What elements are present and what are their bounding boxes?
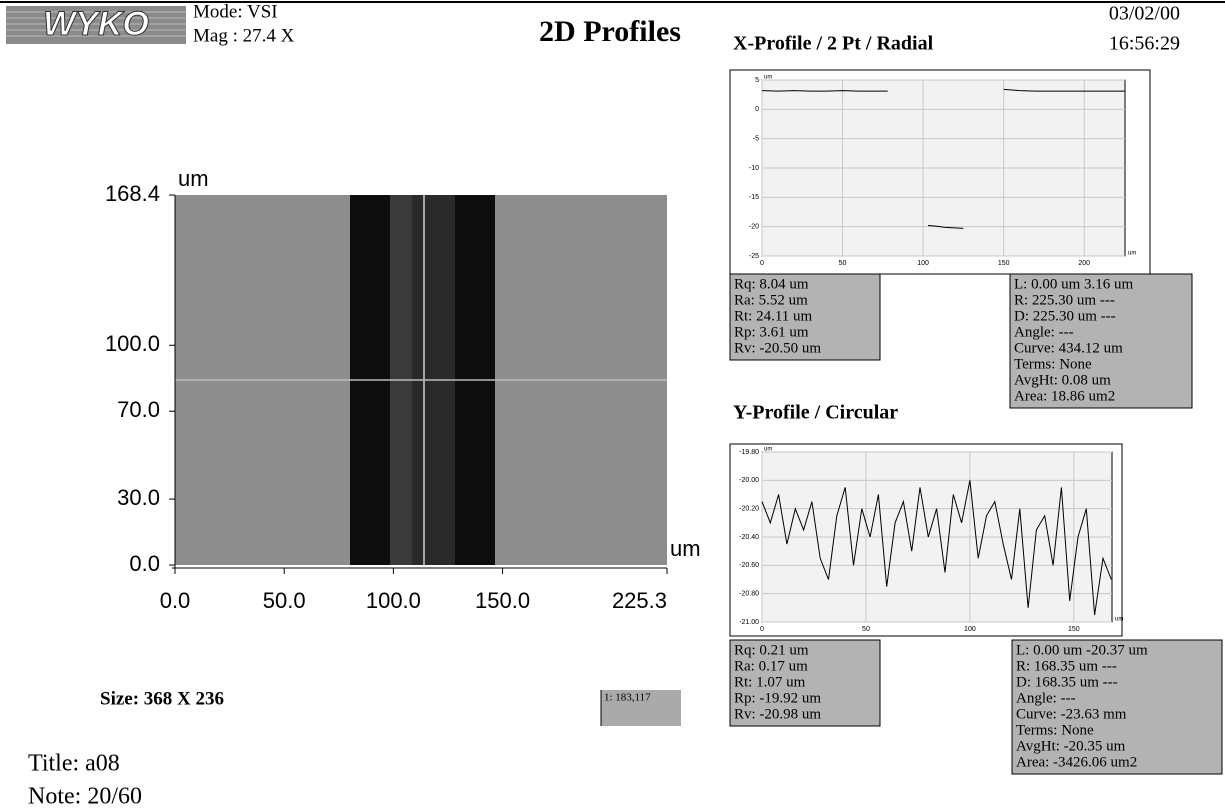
- y-tick-label: 30.0: [117, 485, 160, 510]
- x-unit: um: [1128, 251, 1136, 257]
- y-tick-label: -15: [749, 194, 759, 201]
- stat-line: Rv: -20.50 um: [734, 340, 821, 356]
- stat-line: Rq: 0.21 um: [734, 642, 809, 658]
- x-tick-label: 100.0: [366, 588, 421, 613]
- y-tick-label: 168.4: [105, 181, 160, 206]
- stat-line: Rt: 24.11 um: [734, 308, 813, 324]
- stat-line: Rv: -20.98 um: [734, 706, 821, 722]
- y-tick-label: -19.80: [739, 449, 759, 456]
- cursor-readout: 1: 183,117: [604, 692, 651, 704]
- stat-line: D: 168.35 um ---: [1016, 674, 1118, 690]
- x-profile-title: X-Profile / 2 Pt / Radial: [733, 33, 934, 55]
- logo: WYKO: [43, 5, 149, 43]
- stat-line: AvgHt: -20.35 um: [1016, 738, 1126, 754]
- stat-line: AvgHt: 0.08 um: [1014, 372, 1111, 388]
- y-tick-label: -10: [749, 165, 759, 172]
- stat-line: Rt: 1.07 um: [734, 674, 806, 690]
- y-tick-label: -20.00: [739, 477, 759, 484]
- stat-line: Rp: 3.61 um: [734, 324, 809, 340]
- x-unit: um: [1115, 617, 1123, 623]
- y-tick-label: -21.00: [739, 619, 759, 626]
- x-tick-label: 150: [998, 260, 1010, 267]
- y-unit: um: [178, 166, 209, 191]
- y-unit: um: [764, 75, 772, 81]
- y-tick-label: 70.0: [117, 397, 160, 422]
- x-tick-label: 0.0: [160, 588, 191, 613]
- mag: Mag : 27.4 X: [193, 25, 295, 46]
- x-tick-label: 150: [1068, 626, 1080, 633]
- y-tick-label: 5: [755, 77, 759, 84]
- stat-line: L: 0.00 um -20.37 um: [1016, 642, 1148, 658]
- stat-line: R: 168.35 um ---: [1016, 658, 1117, 674]
- y-tick-label: 0.0: [129, 551, 160, 576]
- stat-line: Terms: None: [1014, 356, 1092, 372]
- x-tick-label: 0: [760, 626, 764, 633]
- stat-line: R: 225.30 um ---: [1014, 292, 1115, 308]
- y-tick-label: 0: [755, 106, 759, 113]
- x-unit: um: [670, 536, 701, 561]
- y-tick-label: 100.0: [105, 331, 160, 356]
- stat-line: Terms: None: [1016, 722, 1094, 738]
- stat-line: Rp: -19.92 um: [734, 690, 821, 706]
- y-unit: um: [764, 447, 772, 453]
- x-tick-label: 200: [1078, 260, 1090, 267]
- mode: Mode: VSI: [193, 1, 278, 22]
- x-tick-label: 150.0: [475, 588, 530, 613]
- x-tick-label: 100: [964, 626, 976, 633]
- size: Size: 368 X 236: [100, 688, 224, 709]
- stat-line: Rq: 8.04 um: [734, 276, 809, 292]
- stat-line: Ra: 5.52 um: [734, 292, 808, 308]
- stat-line: Area: -3426.06 um2: [1016, 754, 1137, 770]
- y-tick-label: -20.20: [739, 506, 759, 513]
- x-tick-label: 50: [839, 260, 847, 267]
- time: 16:56:29: [1109, 33, 1180, 55]
- x-tick-label: 0: [760, 260, 764, 267]
- x-tick-label: 50: [862, 626, 870, 633]
- y-tick-label: -20.60: [739, 562, 759, 569]
- x-tick-label: 225.3: [612, 588, 667, 613]
- stat-line: Area: 18.86 um2: [1014, 388, 1115, 404]
- x-tick-label: 50.0: [263, 588, 306, 613]
- date: 03/02/00: [1109, 3, 1180, 25]
- stat-line: Curve: 434.12 um: [1014, 340, 1123, 356]
- stat-line: L: 0.00 um 3.16 um: [1014, 276, 1133, 292]
- note: Note: 20/60: [28, 784, 142, 810]
- screen: WYKO Mode: VSI Mag : 27.4 X 2D Profiles …: [0, 0, 1225, 811]
- y-profile-title: Y-Profile / Circular: [733, 402, 898, 424]
- page-title: 2D Profiles: [539, 15, 681, 48]
- y-tick-label: -5: [753, 136, 759, 143]
- x-tick-label: 100: [917, 260, 929, 267]
- y-tick-label: -25: [749, 253, 759, 260]
- file-title: Title: a08: [28, 751, 120, 777]
- y-tick-label: -20.40: [739, 534, 759, 541]
- stat-line: Angle: ---: [1016, 690, 1076, 706]
- stat-line: Angle: ---: [1014, 324, 1074, 340]
- y-tick-label: -20: [749, 224, 759, 231]
- stat-line: Curve: -23.63 mm: [1016, 706, 1127, 722]
- y-tick-label: -20.80: [739, 591, 759, 598]
- stat-line: D: 225.30 um ---: [1014, 308, 1116, 324]
- stat-line: Ra: 0.17 um: [734, 658, 808, 674]
